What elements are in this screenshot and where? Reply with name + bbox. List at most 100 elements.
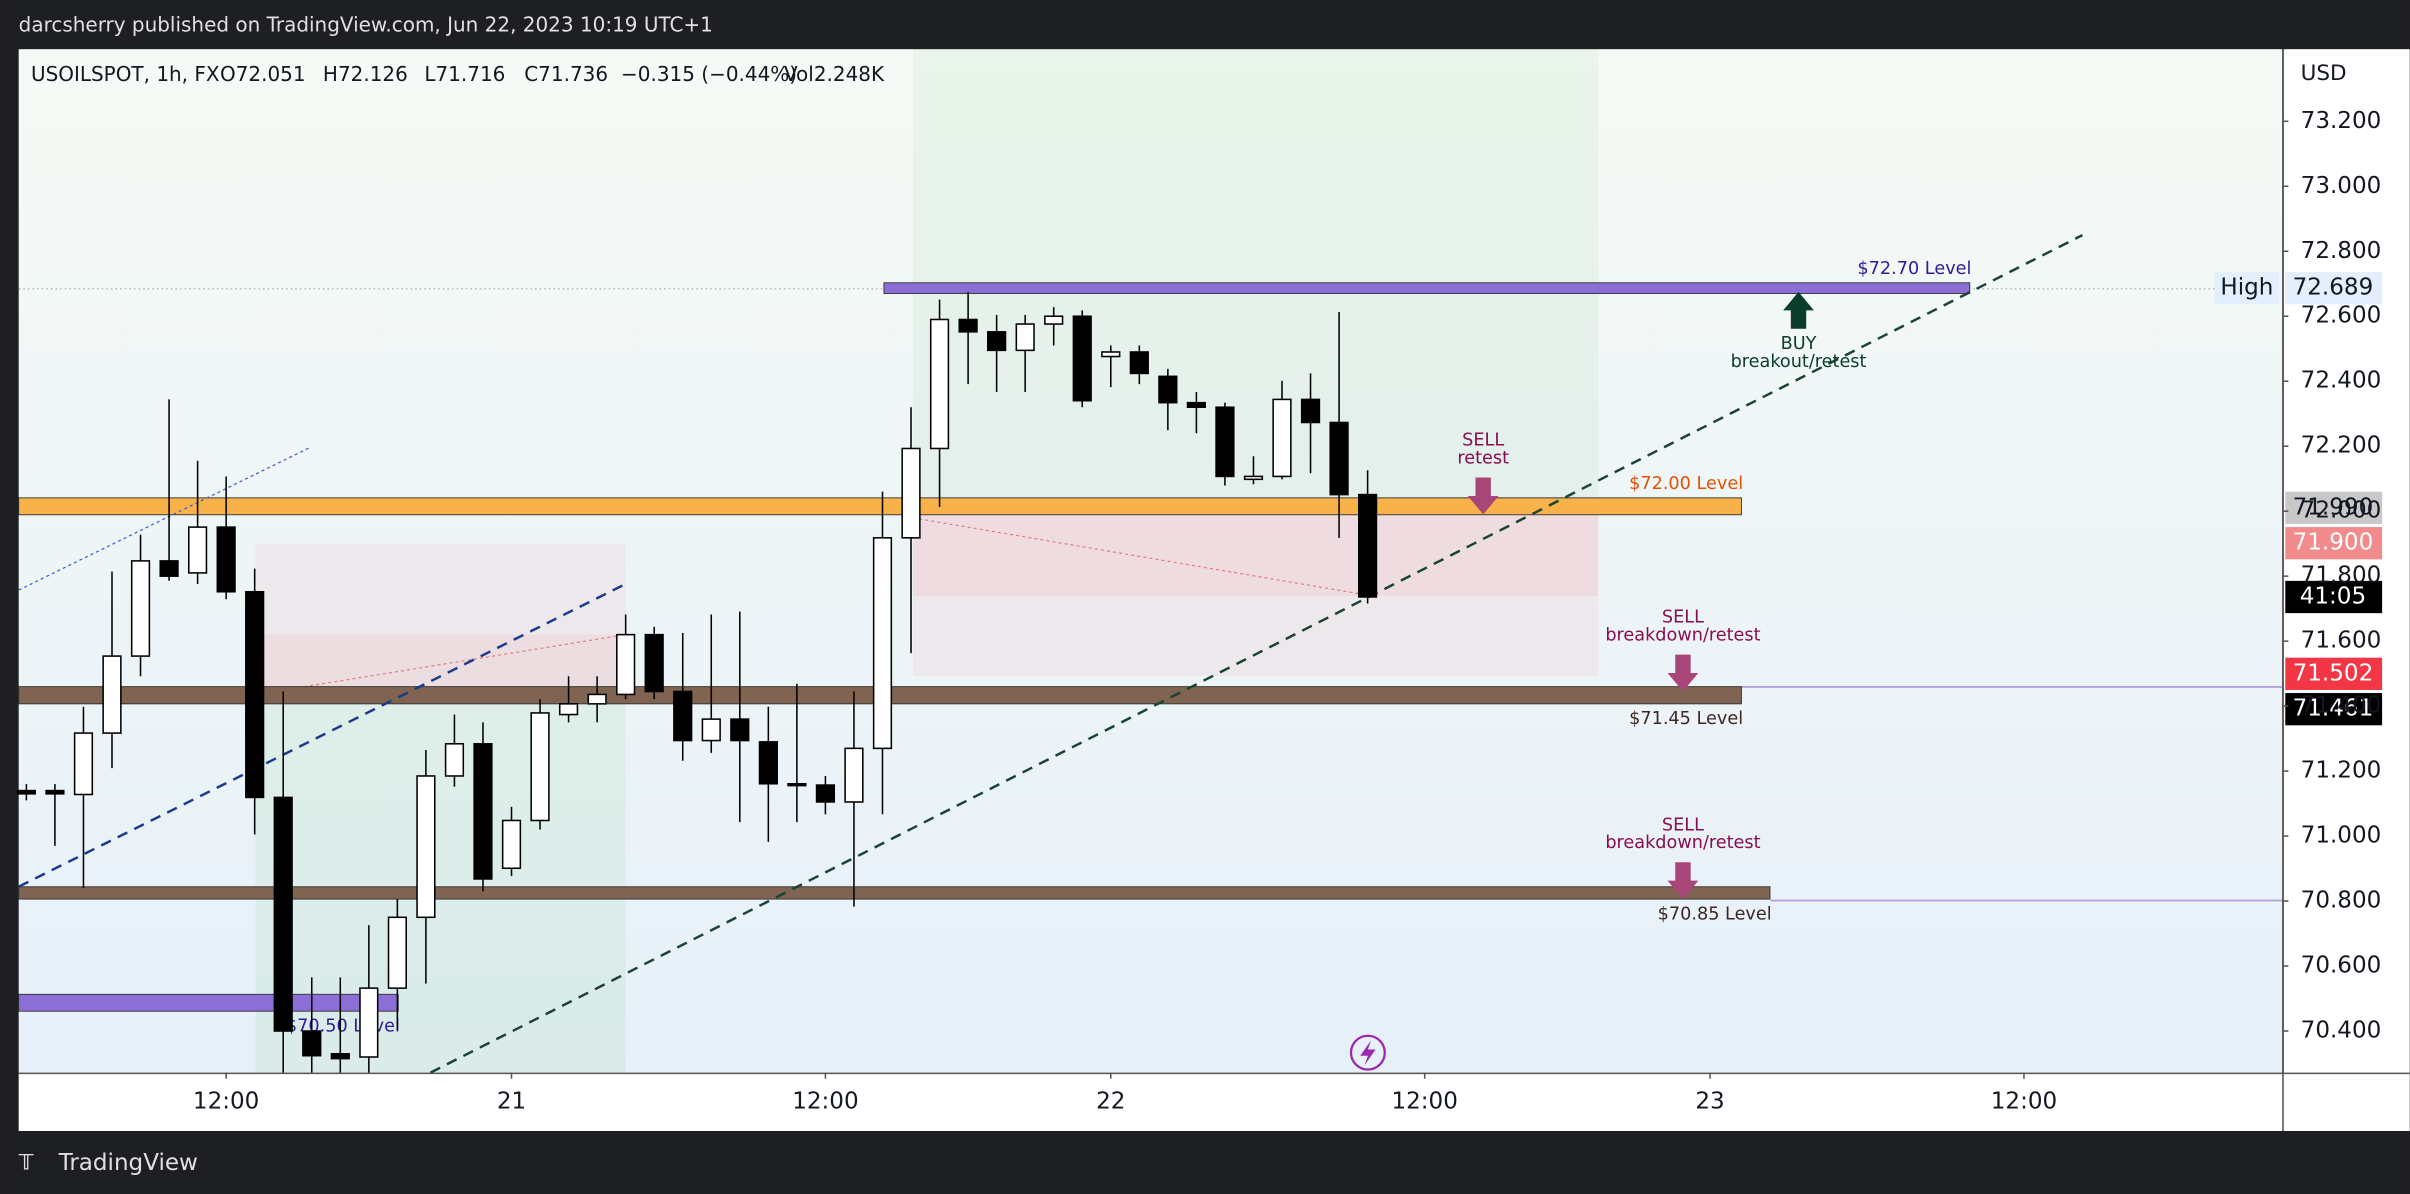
published: darcsherry published on TradingView.com,…: [19, 13, 713, 37]
candle-body: [1243, 475, 1264, 481]
stop-zone: [913, 514, 1599, 597]
candle-body: [758, 741, 778, 785]
price-axis: [2283, 49, 2410, 1073]
brand: TradingView: [58, 1150, 198, 1176]
ohlc-value: C71.736: [524, 62, 608, 86]
alert-icon[interactable]: [1349, 1034, 1386, 1071]
stop-zone: [255, 543, 626, 635]
candle-body: [558, 703, 579, 716]
annotation-text: breakdown/retest: [1605, 625, 1760, 645]
candle-body: [187, 526, 208, 574]
annotation-arrow: [1467, 477, 1499, 515]
x-tick-label: 12:00: [1391, 1088, 1457, 1114]
x-tick-label: 23: [1695, 1088, 1724, 1114]
candle-body: [587, 693, 607, 705]
candle-body: [501, 819, 522, 870]
candle-body: [844, 747, 864, 803]
stop-zone: [913, 596, 1599, 677]
entry-line: [255, 634, 626, 696]
candle-body: [1357, 493, 1378, 598]
candle-body: [416, 775, 436, 919]
level-band: [883, 282, 1971, 294]
level-band: [18, 886, 1771, 900]
annotation-text: SELL: [1662, 815, 1704, 835]
level-band: [18, 497, 1742, 516]
price-tag: [2285, 491, 2383, 525]
candle-body: [330, 1052, 350, 1060]
y-tick-label: 72.000: [2301, 498, 2382, 524]
candle-body: [616, 633, 636, 696]
candle-body: [216, 526, 236, 593]
trend-line: [18, 582, 627, 888]
x-tick-label: 22: [1096, 1088, 1125, 1114]
candle-body: [302, 1030, 322, 1057]
candle-body: [387, 916, 407, 989]
y-tick-label: 71.800: [2301, 563, 2382, 589]
candle-body: [16, 789, 37, 795]
trend-line: [429, 234, 2083, 1074]
candle-body: [1272, 398, 1292, 478]
level-band: [18, 993, 399, 1012]
price-tag-text: 71.990: [2293, 494, 2374, 520]
x-tick-label: 12:00: [792, 1088, 858, 1114]
level-label: $72.00 Level: [1629, 474, 1743, 494]
candle-body: [872, 537, 893, 750]
candle-body: [1329, 421, 1349, 496]
annotation-text: SELL: [1662, 608, 1704, 628]
candle-body: [929, 318, 950, 450]
candle-body: [1044, 315, 1064, 325]
candle-body: [73, 732, 94, 796]
candle-body: [530, 712, 550, 822]
price-tag: [2214, 271, 2280, 305]
currency: USD: [2301, 61, 2347, 86]
y-tick-label: 71.600: [2301, 628, 2382, 654]
volume: Vol2.248K: [784, 62, 885, 86]
plot-area: [18, 49, 2283, 1073]
ohlc-value: L71.716: [424, 62, 505, 86]
alert-icon: [1360, 1040, 1376, 1065]
y-tick-label: 71.400: [2301, 693, 2382, 719]
y-tick-label: 72.200: [2301, 433, 2382, 459]
candle-body: [473, 743, 493, 880]
y-tick-label: 70.400: [2301, 1018, 2382, 1044]
y-tick-label: 71.000: [2301, 823, 2382, 849]
candle-body: [1015, 323, 1035, 352]
candle-body: [1186, 401, 1207, 408]
price-tag-text: 71.900: [2293, 530, 2374, 556]
level-label: $72.70 Level: [1857, 259, 1971, 279]
candle-body: [1300, 398, 1321, 424]
candle-body: [644, 633, 664, 693]
candle-body: [1101, 351, 1121, 358]
candle-body: [159, 560, 179, 577]
candle-body: [273, 796, 293, 1032]
level-label: $70.85 Level: [1658, 904, 1772, 924]
annotation-text: retest: [1457, 448, 1509, 468]
price-tag-text: 71.502: [2293, 660, 2374, 686]
candle-body: [1158, 375, 1178, 404]
y-tick-label: 70.800: [2301, 888, 2382, 914]
price-tag: [2285, 527, 2383, 560]
candle-body: [730, 718, 750, 742]
candle-body: [787, 782, 807, 787]
trend-line: [18, 446, 311, 591]
price-tag: [2285, 580, 2383, 614]
candle-body: [673, 690, 693, 742]
candles: [16, 291, 1378, 1073]
price-tag: [2285, 657, 2383, 690]
entry-line: [912, 517, 1365, 596]
time-axis: [18, 1072, 2410, 1131]
price-tag-text: 72.689: [2293, 275, 2374, 301]
candle-body: [130, 560, 151, 657]
y-tick-label: 70.600: [2301, 953, 2382, 979]
y-tick-label: 73.000: [2301, 173, 2382, 199]
candle-body: [1072, 315, 1092, 402]
candle-body: [1129, 351, 1149, 375]
candle-body: [102, 655, 122, 734]
annotation-text: BUY: [1781, 334, 1817, 354]
annotation-text: breakdown/retest: [1605, 833, 1760, 853]
candle-body: [245, 590, 265, 799]
x-tick-label: 12:00: [193, 1088, 259, 1114]
